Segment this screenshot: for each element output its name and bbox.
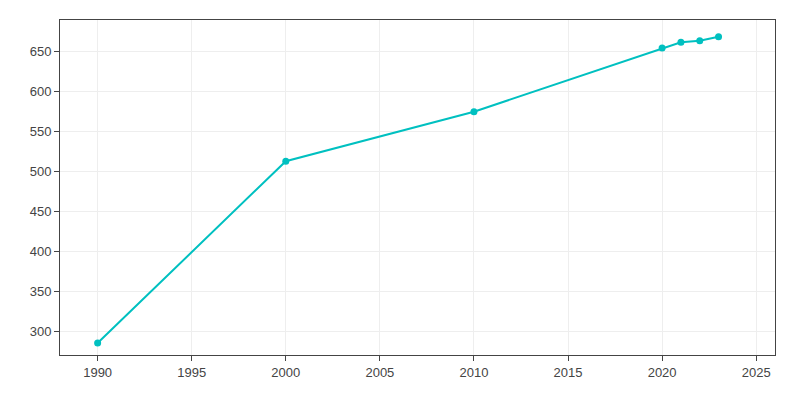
svg-text:2020: 2020 [648, 365, 677, 380]
svg-text:500: 500 [30, 164, 52, 179]
svg-text:600: 600 [30, 84, 52, 99]
svg-text:2000: 2000 [271, 365, 300, 380]
svg-text:450: 450 [30, 204, 52, 219]
svg-text:650: 650 [30, 44, 52, 59]
svg-text:2005: 2005 [365, 365, 394, 380]
svg-text:400: 400 [30, 244, 52, 259]
svg-text:300: 300 [30, 324, 52, 339]
svg-text:2015: 2015 [554, 365, 583, 380]
svg-text:350: 350 [30, 284, 52, 299]
svg-text:1995: 1995 [177, 365, 206, 380]
svg-text:2025: 2025 [742, 365, 771, 380]
svg-text:2010: 2010 [459, 365, 488, 380]
svg-text:1990: 1990 [83, 365, 112, 380]
svg-text:550: 550 [30, 124, 52, 139]
